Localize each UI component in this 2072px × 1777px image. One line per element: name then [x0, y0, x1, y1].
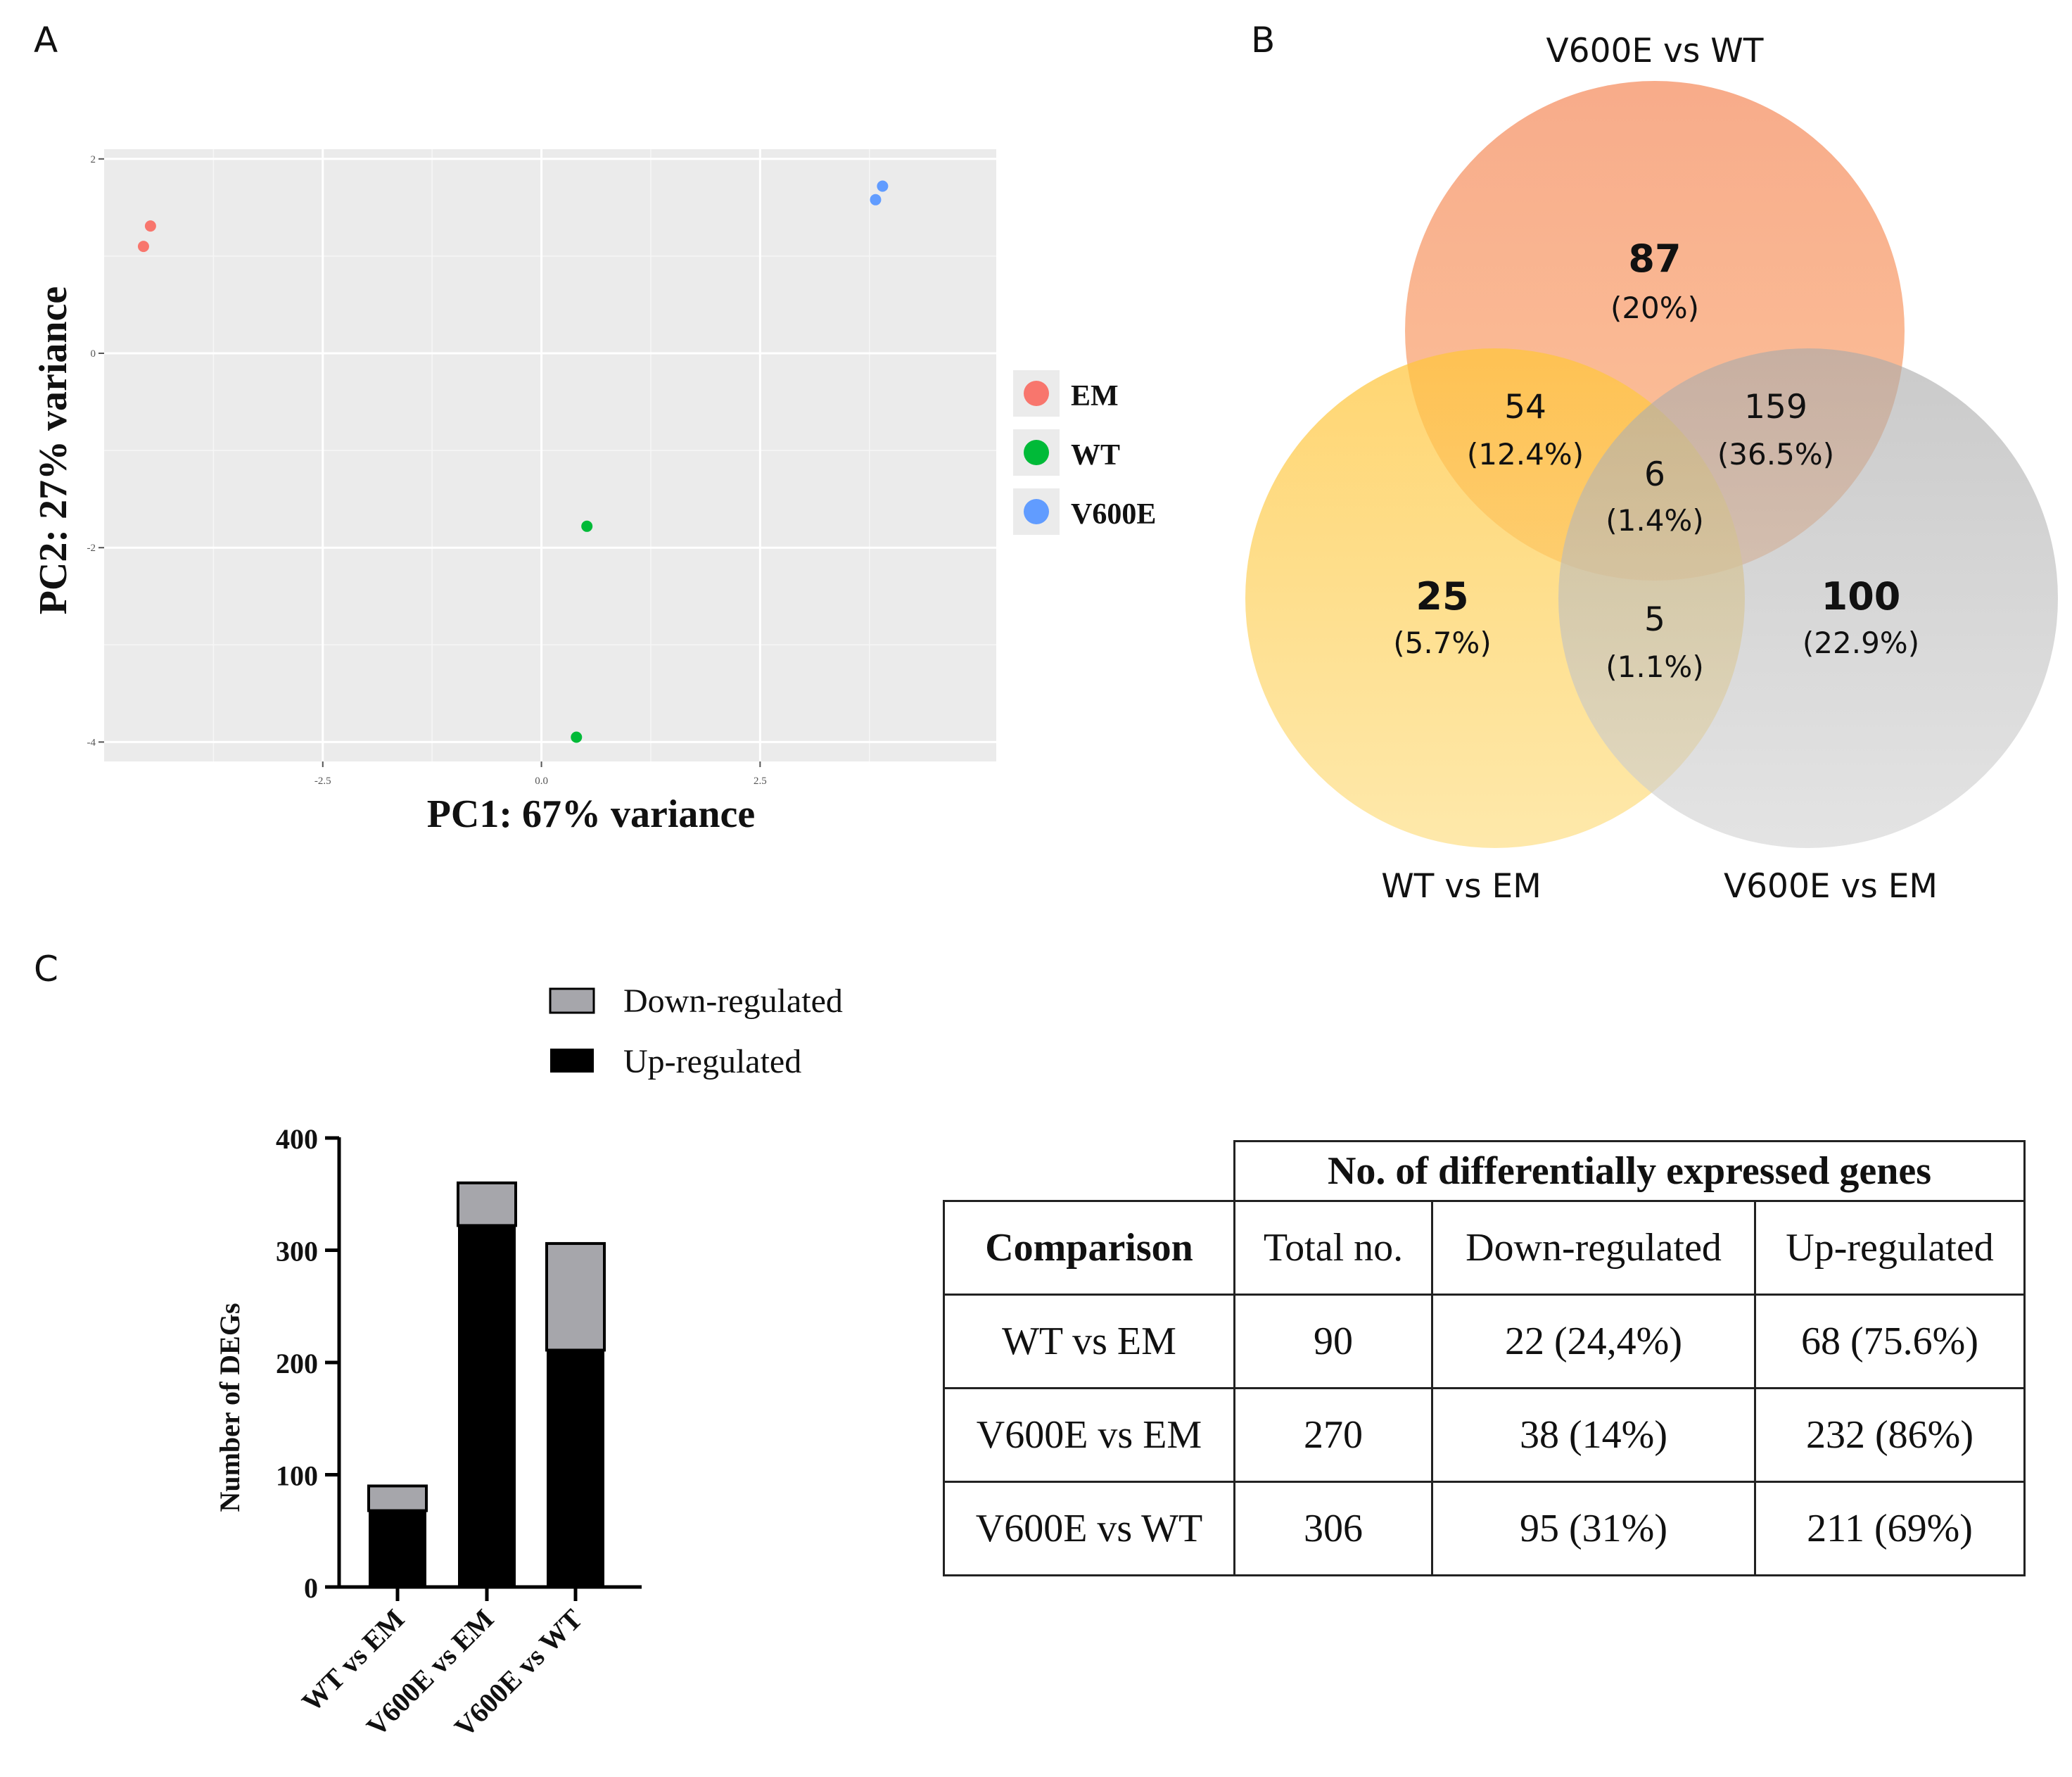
deg-bars [367, 1181, 606, 1587]
bar-up-regulated [369, 1510, 426, 1587]
venn-percent-only-v600e-vs-wt: (20%) [1610, 291, 1699, 325]
table-col-up: Up-regulated [1754, 1200, 2026, 1296]
venn-diagram: V600E vs WT WT vs EM V600E vs EM 87 (20%… [1245, 32, 2058, 906]
panel-label-c: C [34, 949, 58, 989]
venn-count-wt-em-and-v600e-em: 5 [1644, 600, 1665, 639]
bar-down-regulated [545, 1241, 606, 1352]
panel-label-b: B [1251, 20, 1276, 61]
pca-legend-marker-em [1024, 381, 1049, 406]
pca-legend: EM WT V600E [1013, 370, 1156, 535]
pca-x-tick-label: -2.5 [314, 776, 331, 787]
deg-bar-y-tick-label: 200 [276, 1348, 318, 1379]
table-cell-up: 211 (69%) [1754, 1481, 2026, 1576]
table-col-down: Down-regulated [1431, 1200, 1756, 1296]
venn-set-label-v600e-vs-em: V600E vs EM [1724, 867, 1938, 906]
deg-bar-y-tick-label: 100 [276, 1460, 318, 1492]
pca-legend-label-em: EM [1071, 380, 1119, 412]
venn-count-only-v600e-vs-wt: 87 [1628, 236, 1681, 281]
pca-y-axis-label: PC2: 27% variance [32, 286, 75, 615]
legend-label-up-regulated: Up-regulated [623, 1043, 801, 1080]
table-group-header: No. of differentially expressed genes [1233, 1140, 2026, 1202]
pca-y-tick-label: -4 [87, 737, 96, 748]
pca-legend-marker-wt [1024, 440, 1049, 465]
table-col-total: Total no. [1233, 1200, 1433, 1296]
venn-percent-only-wt-vs-em: (5.7%) [1393, 626, 1491, 660]
pca-point-em [144, 220, 156, 232]
pca-y-tick-label: 2 [91, 154, 96, 165]
table-cell-down: 38 (14%) [1431, 1387, 1756, 1483]
table-cell-comparison: WT vs EM [943, 1294, 1235, 1389]
venn-count-v600e-wt-and-wt-em: 54 [1504, 388, 1546, 426]
bar-down-regulated [457, 1181, 517, 1227]
legend-label-down-regulated: Down-regulated [623, 982, 843, 1020]
pca-point-em [137, 241, 149, 253]
bar-up-regulated [547, 1350, 604, 1587]
deg-stacked-bar-chart: Down-regulated Up-regulated 0 100 200 300 40… [214, 982, 843, 1743]
table-row: WT vs EM 90 22 (24,4%) 68 (75.6%) [943, 1294, 2026, 1389]
pca-legend-marker-v600e [1024, 499, 1049, 524]
pca-x-tick-label: 0.0 [535, 776, 548, 787]
pca-x-tick-label: 2.5 [754, 776, 767, 787]
venn-set-label-wt-vs-em: WT vs EM [1381, 867, 1542, 906]
deg-bar-y-axis-label: Number of DEGs [214, 1303, 246, 1512]
legend-swatch-up-regulated [550, 1049, 594, 1073]
table-corner [943, 1141, 1235, 1202]
deg-bar-y-tick-label: 400 [276, 1123, 318, 1155]
deg-bar-y-tick-label: 300 [276, 1236, 318, 1267]
bar-down-regulated [367, 1484, 428, 1512]
venn-count-only-wt-vs-em: 25 [1416, 574, 1468, 619]
table-cell-comparison: V600E vs WT [943, 1481, 1235, 1576]
venn-count-v600e-wt-and-v600e-em: 159 [1744, 388, 1807, 426]
table-cell-total: 270 [1233, 1387, 1433, 1483]
pca-point-v600e [870, 194, 882, 205]
table-row: V600E vs EM 270 38 (14%) 232 (86%) [943, 1387, 2026, 1483]
pca-gridlines [104, 149, 996, 761]
table-cell-up: 232 (86%) [1754, 1387, 2026, 1483]
legend-swatch-down-regulated [549, 987, 595, 1014]
pca-legend-label-wt: WT [1071, 439, 1120, 472]
pca-y-tick-label: -2 [87, 543, 96, 554]
table-cell-total: 90 [1233, 1294, 1433, 1389]
table-cell-down: 22 (24,4%) [1431, 1294, 1756, 1389]
pca-y-tick-label: 0 [91, 348, 96, 360]
pca-scatter-chart: -2.5 0.0 2.5 2 0 -2 -4 PC1: 67% variance PC2: … [32, 149, 1156, 836]
deg-bar-y-tick-label: 0 [304, 1572, 318, 1604]
venn-percent-v600e-wt-and-v600e-em: (36.5%) [1717, 437, 1834, 472]
panel-label-a: A [34, 20, 58, 61]
pca-plot-background [104, 149, 996, 761]
table-cell-down: 95 (31%) [1431, 1481, 1756, 1576]
table-cell-total: 306 [1233, 1481, 1433, 1576]
pca-ticks: -2.5 0.0 2.5 2 0 -2 -4 [87, 154, 767, 787]
pca-point-wt [581, 520, 593, 532]
venn-count-only-v600e-vs-em: 100 [1822, 574, 1901, 619]
table-row: V600E vs WT 306 95 (31%) 211 (69%) [943, 1481, 2026, 1576]
table-cell-up: 68 (75.6%) [1754, 1294, 2026, 1389]
pca-points [137, 180, 889, 743]
venn-circle-v600e-vs-em [1558, 348, 2058, 848]
venn-percent-v600e-wt-and-wt-em: (12.4%) [1467, 437, 1584, 472]
venn-set-label-v600e-vs-wt: V600E vs WT [1546, 32, 1764, 70]
table-cell-comparison: V600E vs EM [943, 1387, 1235, 1483]
pca-x-axis-label: PC1: 67% variance [427, 792, 756, 836]
pca-point-v600e [877, 180, 889, 192]
deg-bar-legend: Down-regulated Up-regulated [549, 982, 843, 1080]
venn-percent-wt-em-and-v600e-em: (1.1%) [1606, 650, 1703, 684]
bar-up-regulated [458, 1225, 516, 1587]
venn-percent-all-three: (1.4%) [1606, 503, 1703, 538]
table-col-comparison: Comparison [943, 1200, 1235, 1296]
venn-count-all-three: 6 [1644, 455, 1665, 494]
pca-legend-label-v600e: V600E [1071, 498, 1156, 531]
venn-percent-only-v600e-vs-em: (22.9%) [1803, 626, 1919, 660]
pca-point-wt [571, 731, 583, 743]
deg-summary-table: No. of differentially expressed genes Co… [943, 1140, 2026, 1576]
